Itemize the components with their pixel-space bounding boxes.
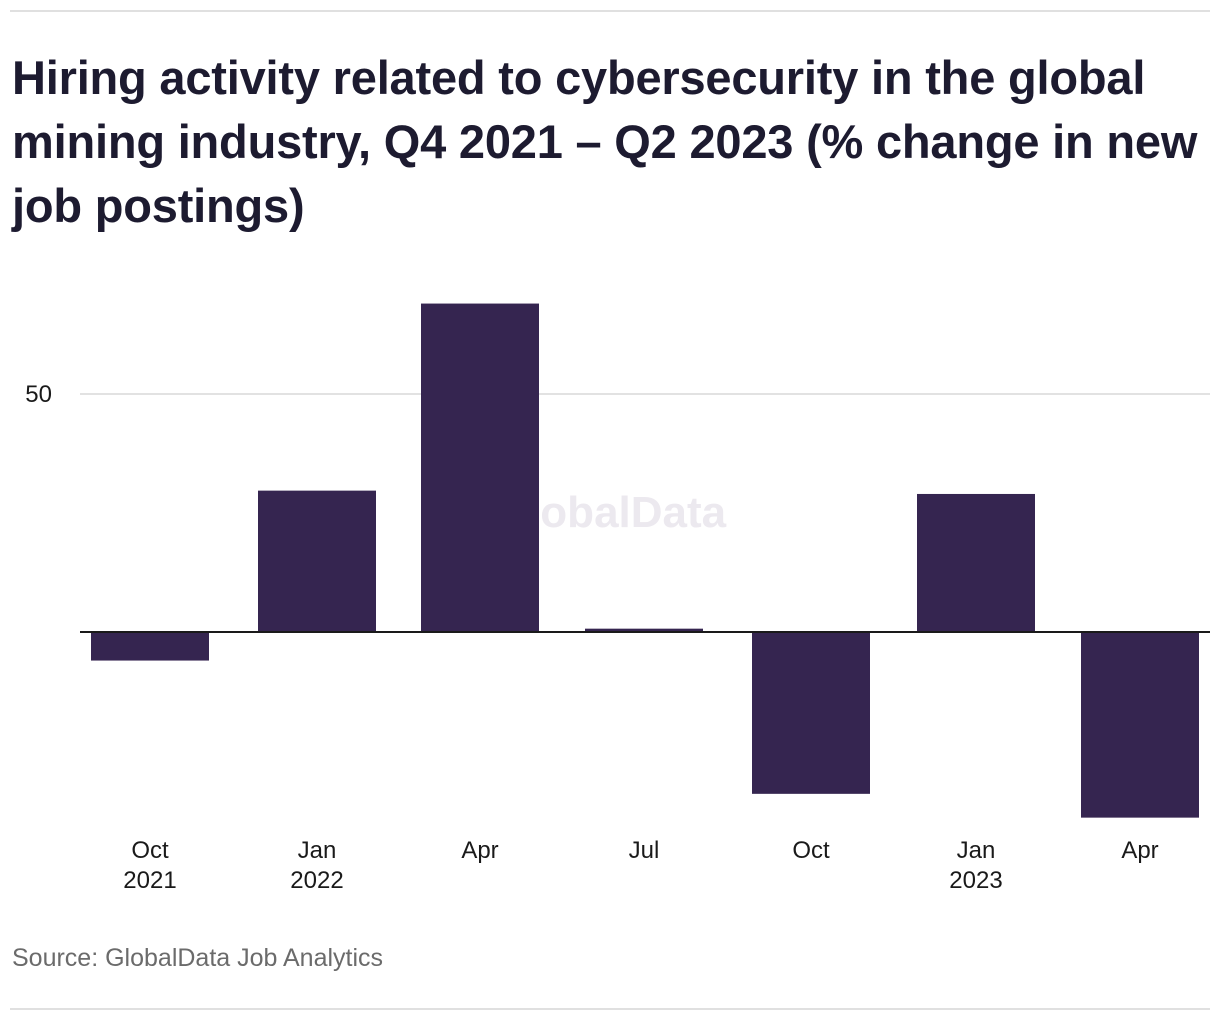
- x-tick-year-label: 2022: [290, 867, 343, 894]
- x-tick-label: Oct: [131, 837, 169, 864]
- y-tick-label: 50: [25, 381, 52, 408]
- bar: [91, 632, 209, 661]
- x-tick-label: Jan: [298, 837, 337, 864]
- bar: [585, 628, 703, 632]
- x-tick-label: Jan: [957, 837, 996, 864]
- x-tick-label: Apr: [1121, 837, 1158, 864]
- bar: [258, 490, 376, 632]
- gridlines: 50: [25, 381, 1210, 408]
- x-tick-year-label: 2021: [123, 867, 176, 894]
- x-tick-label: Apr: [461, 837, 498, 864]
- bar: [917, 493, 1035, 632]
- bars: [91, 303, 1199, 818]
- bar: [421, 303, 539, 632]
- bar: [1081, 632, 1199, 818]
- source-note: Source: GlobalData Job Analytics: [12, 944, 384, 972]
- x-tick-label: Oct: [792, 837, 830, 864]
- x-tick-label: Jul: [629, 837, 660, 864]
- bottom-divider: [10, 1008, 1210, 1010]
- bar: [752, 632, 870, 794]
- x-tick-year-label: 2023: [949, 867, 1002, 894]
- chart-title: Hiring activity related to cybersecurity…: [12, 51, 1198, 232]
- top-divider: [10, 10, 1210, 12]
- x-axis-ticks: Oct 2021 Jan 2022 Apr Jul Oct Jan 2023 Apr: [123, 837, 1158, 894]
